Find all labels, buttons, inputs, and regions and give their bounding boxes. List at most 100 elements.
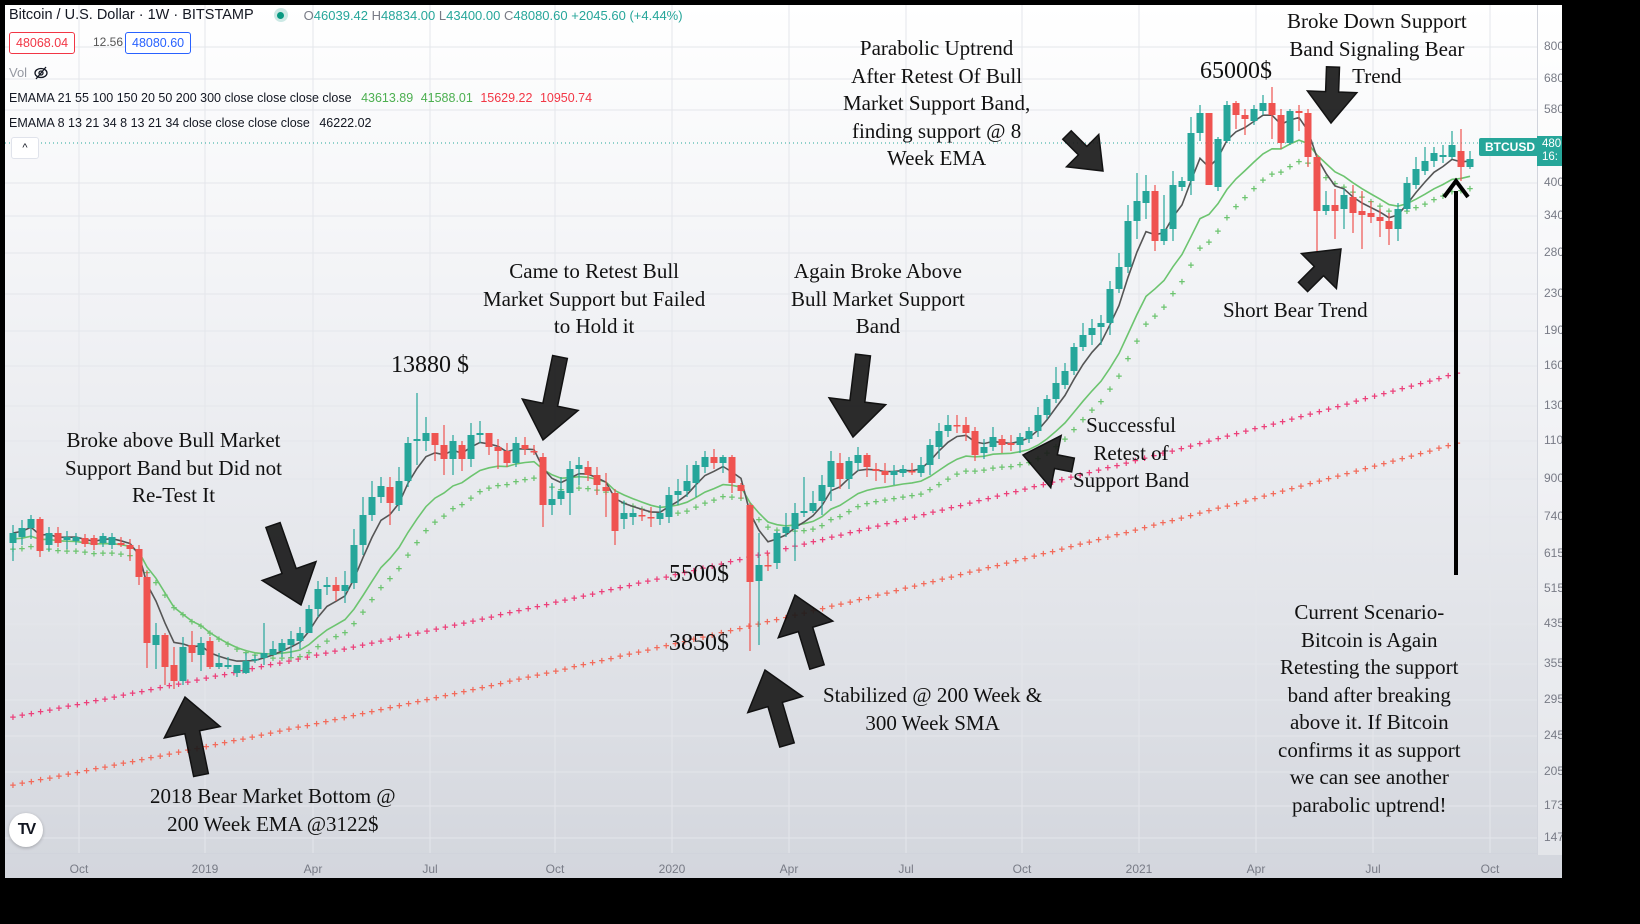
svg-text:+: +: [1116, 371, 1122, 383]
svg-text:+: +: [1026, 457, 1032, 469]
svg-text:+: +: [700, 563, 706, 575]
svg-text:+: +: [1105, 463, 1111, 475]
svg-text:+: +: [672, 570, 678, 582]
svg-text:+: +: [727, 625, 733, 637]
price-tick: 130: [1544, 398, 1562, 412]
svg-text:+: +: [718, 628, 724, 640]
time-tick: Jul: [898, 862, 914, 876]
svg-text:+: +: [801, 539, 807, 551]
svg-text:+: +: [1341, 182, 1347, 194]
price-tick: 205: [1544, 764, 1562, 778]
svg-text:+: +: [1179, 277, 1185, 289]
svg-text:+: +: [1325, 474, 1331, 486]
time-axis[interactable]: Oct 2019 Apr Jul Oct 2020 Apr Jul Oct 2021 Apr Jul O…: [5, 853, 1537, 878]
svg-text:+: +: [185, 677, 191, 689]
volume-legend[interactable]: Vol: [9, 65, 49, 80]
svg-text:+: +: [313, 650, 319, 662]
svg-text:+: +: [91, 548, 97, 560]
svg-text:+: +: [315, 642, 321, 654]
price-tick: 230: [1544, 286, 1562, 300]
svg-text:+: +: [1467, 184, 1473, 196]
svg-text:+: +: [1003, 558, 1009, 570]
svg-text:+: +: [1287, 161, 1293, 173]
price-chart[interactable]: + + + + + + + + + + + + + + + + + + + + + + + + + + + + + + + + + + + + + + + +…: [5, 5, 1562, 878]
svg-text:+: +: [323, 716, 329, 728]
svg-text:+: +: [216, 634, 222, 646]
svg-text:+: +: [189, 616, 195, 628]
svg-text:+: +: [504, 480, 510, 492]
svg-text:+: +: [270, 653, 276, 665]
svg-text:+: +: [1261, 421, 1267, 433]
svg-text:+: +: [819, 521, 825, 533]
svg-text:+: +: [522, 474, 528, 486]
svg-text:+: +: [1224, 212, 1230, 224]
svg-text:+: +: [55, 545, 61, 557]
sell-price-button[interactable]: 48068.04: [9, 32, 76, 54]
buy-price-button[interactable]: 48080.60: [125, 32, 192, 54]
svg-text:+: +: [470, 616, 476, 628]
emama-legend-2[interactable]: EMAMA 8 13 21 34 8 13 21 34 close close …: [9, 116, 372, 130]
svg-text:+: +: [525, 603, 531, 615]
svg-text:+: +: [221, 669, 227, 681]
svg-text:+: +: [846, 507, 852, 519]
chart-frame[interactable]: + + + + + + + + + + + + + + + + + + + + + + + + + + + + + + + + + + + + + + + +…: [5, 5, 1562, 878]
svg-text:+: +: [306, 648, 312, 660]
svg-text:+: +: [1151, 451, 1157, 463]
tradingview-logo[interactable]: TV: [9, 813, 43, 847]
svg-text:+: +: [755, 619, 761, 631]
svg-text:+: +: [948, 572, 954, 584]
svg-text:+: +: [341, 712, 347, 724]
eye-hidden-icon[interactable]: [33, 66, 49, 80]
svg-text:+: +: [100, 548, 106, 560]
annotation-3850: 3850$: [669, 630, 729, 656]
svg-text:+: +: [129, 688, 135, 700]
svg-text:+: +: [543, 599, 549, 611]
svg-text:+: +: [1408, 451, 1414, 463]
svg-text:+: +: [1371, 391, 1377, 403]
svg-text:+: +: [875, 590, 881, 602]
svg-text:+: +: [166, 681, 172, 693]
svg-text:+: +: [921, 510, 927, 522]
svg-text:+: +: [693, 502, 699, 514]
svg-text:+: +: [378, 705, 384, 717]
svg-text:+: +: [109, 548, 115, 560]
svg-text:+: +: [1307, 409, 1313, 421]
svg-text:+: +: [828, 515, 834, 527]
emama-legend-1[interactable]: EMAMA 21 55 100 150 20 50 200 300 close …: [9, 91, 592, 105]
open-label: O: [303, 7, 314, 23]
svg-text:+: +: [93, 764, 99, 776]
svg-text:+: +: [332, 714, 338, 726]
svg-text:+: +: [681, 567, 687, 579]
svg-text:+: +: [1316, 406, 1322, 418]
collapse-legend-button[interactable]: ^: [11, 137, 39, 159]
svg-text:+: +: [1381, 459, 1387, 471]
svg-text:+: +: [1206, 506, 1212, 518]
close-label: C: [504, 7, 514, 23]
volume-label: Vol: [9, 65, 28, 80]
svg-text:+: +: [855, 502, 861, 514]
svg-text:+: +: [1344, 469, 1350, 481]
svg-text:+: +: [1307, 479, 1313, 491]
svg-text:+: +: [729, 492, 735, 504]
svg-text:+: +: [1206, 237, 1212, 249]
svg-text:+: +: [1251, 184, 1257, 196]
svg-text:+: +: [691, 565, 697, 577]
svg-text:+: +: [1270, 419, 1276, 431]
svg-text:+: +: [773, 615, 779, 627]
svg-text:+: +: [1335, 471, 1341, 483]
svg-text:+: +: [350, 642, 356, 654]
time-tick: Jul: [422, 862, 438, 876]
price-axis[interactable]: 800 680 580 400 340 280 230 190 160 130 110 900 740 6…: [1537, 5, 1562, 855]
svg-text:+: +: [939, 574, 945, 586]
svg-text:+: +: [720, 492, 726, 504]
svg-text:+: +: [810, 524, 816, 536]
price-tick: 680: [1544, 71, 1562, 85]
svg-text:+: +: [286, 724, 292, 736]
symbol-title[interactable]: Bitcoin / U.S. Dollar · 1W · BITSTAMP: [9, 7, 254, 23]
svg-text:+: +: [1417, 378, 1423, 390]
svg-text:+: +: [727, 557, 733, 569]
svg-text:+: +: [1132, 455, 1138, 467]
svg-text:+: +: [819, 603, 825, 615]
annotation-broke-above-no-retest: Broke above Bull Market Support Band but …: [65, 428, 283, 507]
svg-text:+: +: [1279, 416, 1285, 428]
